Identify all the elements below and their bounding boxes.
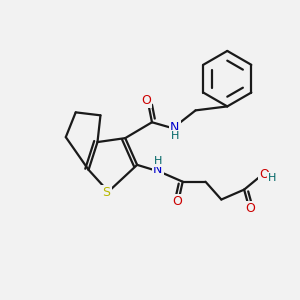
Text: H: H <box>171 131 179 141</box>
Text: H: H <box>154 156 162 166</box>
Text: H: H <box>268 173 276 183</box>
Text: N: N <box>170 121 179 134</box>
Text: N: N <box>153 163 163 176</box>
Text: O: O <box>259 168 269 181</box>
Text: O: O <box>141 94 151 107</box>
Text: O: O <box>172 195 182 208</box>
Text: O: O <box>245 202 255 215</box>
Text: S: S <box>102 186 110 199</box>
